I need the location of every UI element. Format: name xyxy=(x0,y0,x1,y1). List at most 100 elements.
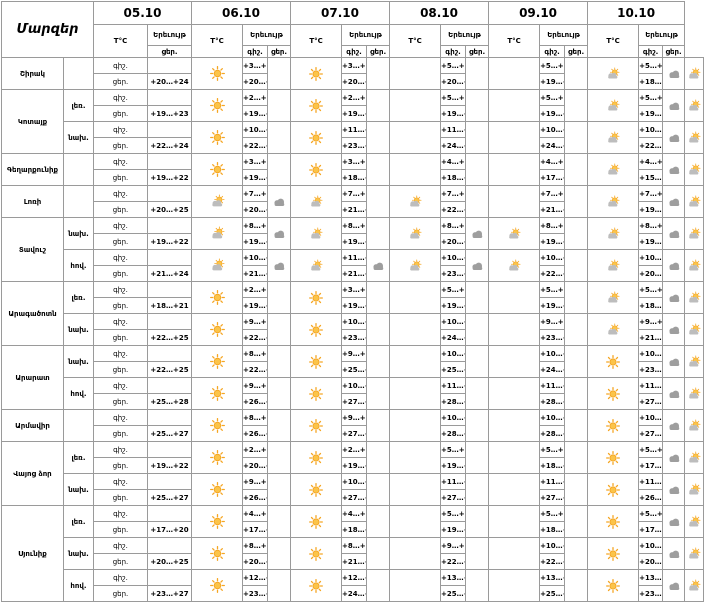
partly-cloudy-icon xyxy=(686,194,703,209)
temperature-cell: +9…+12 xyxy=(341,409,368,426)
night-weather-cell xyxy=(465,57,490,90)
day-weather-cell xyxy=(488,217,541,250)
day-weather-cell xyxy=(684,345,704,378)
sun-icon xyxy=(193,514,242,529)
time-of-day: ցեր. xyxy=(93,201,149,218)
temperature-cell: +21…+25 xyxy=(341,201,368,218)
day-weather-cell xyxy=(488,281,541,314)
day-weather-cell xyxy=(290,281,343,314)
partly-cloudy-icon xyxy=(589,290,638,305)
partly-cloudy-icon xyxy=(686,98,703,113)
partly-cloudy-icon xyxy=(589,162,638,177)
region-name: Սյունիք xyxy=(1,505,64,602)
temperature-cell: +11…+14 xyxy=(440,121,467,138)
temperature-cell: +22…+24 xyxy=(638,137,664,154)
night-weather-cell xyxy=(366,569,391,602)
temperature-cell: +11…+15 xyxy=(341,249,368,266)
weather-cell xyxy=(191,249,244,282)
cloud-icon xyxy=(467,227,488,241)
table-row: ցեր.+22…+25 +22…+26 +25…+28 +25…+28 +24…+28 +… xyxy=(2,361,704,378)
sun-icon xyxy=(292,354,341,369)
day-weather-cell xyxy=(488,537,541,570)
temperature-cell xyxy=(147,153,193,170)
sun-icon xyxy=(193,290,242,305)
temperature-cell: +27…+29 xyxy=(638,425,664,442)
table-row: նախ.գիշ. +9…+13 +10…+13 +11…+14 +11…+14 +11…+… xyxy=(2,473,704,506)
temperature-cell: +21…+24 xyxy=(147,265,193,282)
moon-icon xyxy=(566,515,587,529)
moon-icon xyxy=(467,195,488,209)
temperature-cell: +5…+9 xyxy=(539,57,566,74)
temperature-cell: +9…+12 xyxy=(539,313,566,330)
day-weather-cell xyxy=(389,537,442,570)
temperature-cell: +23…+26 xyxy=(341,329,368,346)
partly-cloudy-icon xyxy=(589,66,638,81)
night-weather-cell xyxy=(662,217,686,250)
temperature-cell: +7…+10 xyxy=(539,185,566,202)
temperature-cell: +19…+22 xyxy=(341,297,368,314)
day-weather-cell xyxy=(389,57,442,90)
sun-icon xyxy=(589,482,638,497)
day-weather-cell xyxy=(488,313,541,346)
weather-cell xyxy=(191,281,244,314)
day-weather-cell xyxy=(684,121,704,154)
day-weather-cell xyxy=(587,281,640,314)
time-of-day: գիշ. xyxy=(93,377,149,394)
weather-cell xyxy=(191,473,244,506)
sun-icon xyxy=(292,290,341,305)
day-weather-cell xyxy=(290,153,343,186)
moon-icon xyxy=(269,451,290,465)
night-weather-cell xyxy=(662,121,686,154)
temperature-cell: +10…+14 xyxy=(539,537,566,554)
region-name: Տավուշ xyxy=(1,217,64,282)
subregion-label: նախ. xyxy=(62,537,95,570)
time-of-day: գիշ. xyxy=(93,57,149,74)
temperature-cell: +20…+25 xyxy=(440,233,467,250)
temperature-cell: +9…+13 xyxy=(341,345,368,362)
partly-cloudy-icon xyxy=(292,226,341,241)
day-weather-cell xyxy=(684,441,704,474)
day-weather-cell xyxy=(389,281,442,314)
day-weather-cell xyxy=(587,217,640,250)
partly-cloudy-icon xyxy=(589,98,638,113)
subregion-label xyxy=(62,153,95,186)
partly-cloudy-icon xyxy=(292,194,341,209)
weather-cell xyxy=(191,185,244,218)
night-weather-cell xyxy=(267,281,292,314)
temp-header: T°C xyxy=(93,24,149,58)
temperature-cell: +13…+17 xyxy=(638,569,664,586)
region-name: Արագածոտն xyxy=(1,281,64,346)
subregion-label: նախ. xyxy=(62,345,95,378)
temperature-cell: +19…+22 xyxy=(539,297,566,314)
night-weather-cell xyxy=(564,185,589,218)
temperature-cell: +10…+13 xyxy=(638,345,664,362)
day-weather-cell xyxy=(290,409,343,442)
temperature-cell: +9…+13 xyxy=(242,377,269,394)
temperature-cell: +25…+28 xyxy=(147,393,193,410)
temperature-cell: +18…+20 xyxy=(638,297,664,314)
day-weather-cell xyxy=(290,377,343,410)
night-weather-cell xyxy=(366,537,391,570)
sun-icon xyxy=(193,482,242,497)
temperature-cell: +10…+13 xyxy=(341,473,368,490)
phenomenon-header: Երեւույթ xyxy=(242,24,292,46)
temperature-cell: +18…+22 xyxy=(638,73,664,90)
moon-icon xyxy=(391,163,440,177)
night-weather-cell xyxy=(564,505,589,538)
day-weather-cell xyxy=(389,409,442,442)
night-weather-cell xyxy=(267,313,292,346)
temperature-cell: +10…+14 xyxy=(539,249,566,266)
temperature-cell: +19…+23 xyxy=(440,105,467,122)
moon-icon xyxy=(566,227,587,241)
weather-cell xyxy=(191,57,244,90)
day-weather-cell xyxy=(488,505,541,538)
day-weather-cell xyxy=(389,505,442,538)
region-header: Մարզեր xyxy=(0,1,95,58)
day-weather-cell xyxy=(587,153,640,186)
moon-icon xyxy=(269,163,290,177)
table-row: ցեր.+25…+28 +26…+29 +27…+30 +28…+31 +28…+30 +… xyxy=(2,393,704,410)
moon-icon xyxy=(368,547,389,561)
subregion-label: հով. xyxy=(62,569,95,602)
cloud-icon xyxy=(664,451,684,465)
